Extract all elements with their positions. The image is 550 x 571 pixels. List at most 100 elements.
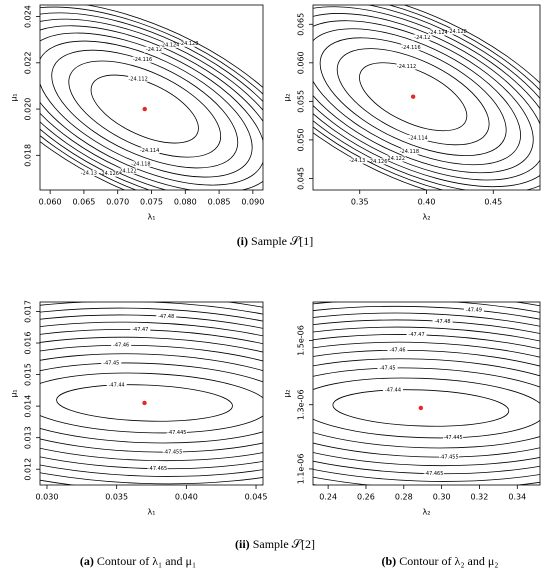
y-tick-label: 0.017: [24, 300, 33, 323]
contour-label-bg: [385, 155, 406, 162]
contour-label-bg: [117, 167, 138, 174]
contour-line: [359, 62, 468, 132]
x-tick-label: 0.065: [72, 198, 95, 207]
x-tick-label: 0.40: [418, 198, 436, 207]
caption-text: Sample 𝒮[1]: [251, 234, 313, 248]
contour-label: -47.44: [109, 382, 125, 388]
contour-label-bg: [463, 307, 484, 314]
contour-line: [313, 5, 540, 190]
contour-label-bg: [101, 360, 122, 367]
contour-line: [313, 5, 540, 190]
y-tick-label: 0.016: [24, 332, 33, 355]
y-axis-label: μ₂: [283, 93, 292, 101]
optimum-point: [418, 405, 424, 411]
contour-label-bg: [382, 386, 403, 393]
contours: -47.44 -47.445 -47.45 -47.455 -47.46 -47.465 -…: [313, 302, 540, 485]
x-tick-label: 0.32: [471, 493, 489, 502]
contour-label-bg: [432, 318, 453, 325]
contour-label-bg: [147, 465, 168, 472]
x-tick-label: 0.085: [208, 198, 231, 207]
contour-label-bg: [400, 44, 421, 51]
contours: -47.44 -47.445 -47.45 -47.455 -47.46 -47.465 -…: [40, 302, 263, 485]
contour-label-bg: [412, 34, 433, 41]
x-tick-label: 0.045: [245, 493, 268, 502]
contour-label-bg: [428, 29, 449, 36]
y-tick-label: 1.1e-06: [297, 454, 306, 485]
x-tick-label: 0.090: [241, 198, 264, 207]
y-tick-label: 0.012: [24, 458, 33, 481]
x-tick-label: 0.34: [508, 493, 526, 502]
panel: -24.112-24.114-24.116-24.118-24.12-24.12…: [283, 4, 541, 222]
contour-label-bg: [78, 169, 99, 176]
contour-line: [313, 377, 540, 439]
caption-tag: (b): [382, 554, 397, 568]
y-axis-label: μ₁: [10, 389, 19, 397]
y-tick-label: 0.015: [24, 363, 33, 386]
y-tick-label: 0.020: [24, 98, 33, 121]
y-tick-label: 0.065: [297, 13, 306, 36]
contour-line: [40, 5, 263, 190]
contour-label: -47.46: [389, 348, 405, 354]
contour-label-bg: [367, 158, 388, 165]
contour-line: [313, 28, 521, 166]
contour-line: [313, 305, 540, 485]
contour-line: [336, 48, 490, 146]
y-tick-label: 1.3e-06: [297, 389, 306, 420]
caption: (i) Sample 𝒮[1]: [237, 234, 314, 248]
contour-label: -24.128: [448, 29, 467, 35]
contour-label: -47.44: [385, 387, 401, 393]
contour-line: [313, 312, 540, 485]
contour-label-bg: [423, 470, 444, 477]
panel: -47.44 -47.445 -47.45 -47.455 -47.46 -47.465 -…: [283, 301, 541, 517]
x-tick-label: 0.26: [357, 493, 375, 502]
y-tick-label: 0.045: [297, 167, 306, 190]
contour-label: -24.122: [117, 168, 136, 174]
contour-label-bg: [106, 381, 127, 388]
contour-label: -47.49: [466, 308, 482, 314]
contour-label-bg: [347, 157, 368, 164]
contour-label-bg: [132, 56, 153, 63]
contour-label: -24.116: [133, 57, 152, 63]
contour-label: -47.48: [158, 314, 174, 320]
contour-label: -24.112: [128, 76, 147, 82]
plot-frame: [312, 301, 541, 486]
x-axis-label: λ₁: [148, 213, 156, 222]
contour-label-bg: [447, 28, 468, 35]
x-tick-label: 0.28: [395, 493, 413, 502]
optimum-point: [142, 400, 147, 406]
y-tick-label: 0.018: [24, 144, 33, 167]
contour-line: [313, 358, 540, 458]
contour-label: -47.47: [132, 327, 148, 333]
contour-line: [313, 5, 540, 190]
contour-line: [40, 302, 263, 485]
contour-line: [313, 319, 540, 485]
caption-tag: (ii): [235, 537, 250, 551]
caption: (ii) Sample 𝒮[2]: [235, 537, 315, 551]
caption-text: Contour of λ₂ and μ₂: [399, 554, 498, 568]
contour-label: -24.128: [179, 41, 198, 47]
contour-label-bg: [156, 313, 177, 320]
y-axis-label: μ₂: [283, 389, 292, 397]
caption-text: Sample 𝒮[2]: [253, 537, 315, 551]
x-tick-label: 0.080: [174, 198, 197, 207]
contour-label-bg: [111, 342, 132, 349]
contour-label: -24.13: [81, 170, 97, 176]
contour-label: -24.12: [414, 35, 430, 41]
contour-line: [313, 326, 540, 485]
x-tick-label: 0.30: [433, 493, 451, 502]
contour-label: -47.45: [103, 361, 119, 367]
contour-label: -47.455: [163, 450, 182, 456]
caption-tag: (a): [80, 554, 94, 568]
contour-label-bg: [377, 365, 398, 372]
contour-label: -47.445: [443, 435, 462, 441]
contour-line: [40, 25, 263, 190]
contour-label: -47.445: [167, 430, 186, 436]
contours: -24.112-24.114-24.116-24.118-24.12-24.12…: [40, 5, 263, 190]
contour-line: [90, 74, 199, 144]
contour-label: -47.455: [439, 455, 458, 461]
contour-label-bg: [387, 347, 408, 354]
contour-line: [313, 13, 540, 181]
contour-line: [40, 362, 263, 444]
contour-label-bg: [130, 160, 151, 167]
contour-label: -24.12: [146, 47, 162, 53]
